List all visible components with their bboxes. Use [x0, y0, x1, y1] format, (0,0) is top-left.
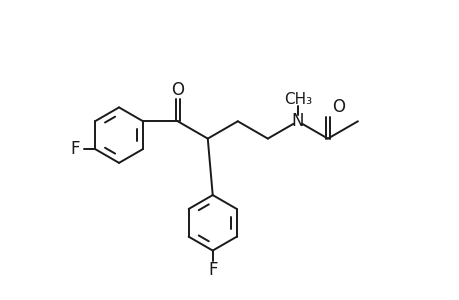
- Text: O: O: [331, 98, 345, 116]
- Text: N: N: [291, 112, 303, 130]
- Text: F: F: [70, 140, 80, 158]
- Text: F: F: [207, 261, 217, 279]
- Text: O: O: [171, 81, 184, 99]
- Text: CH₃: CH₃: [283, 92, 311, 107]
